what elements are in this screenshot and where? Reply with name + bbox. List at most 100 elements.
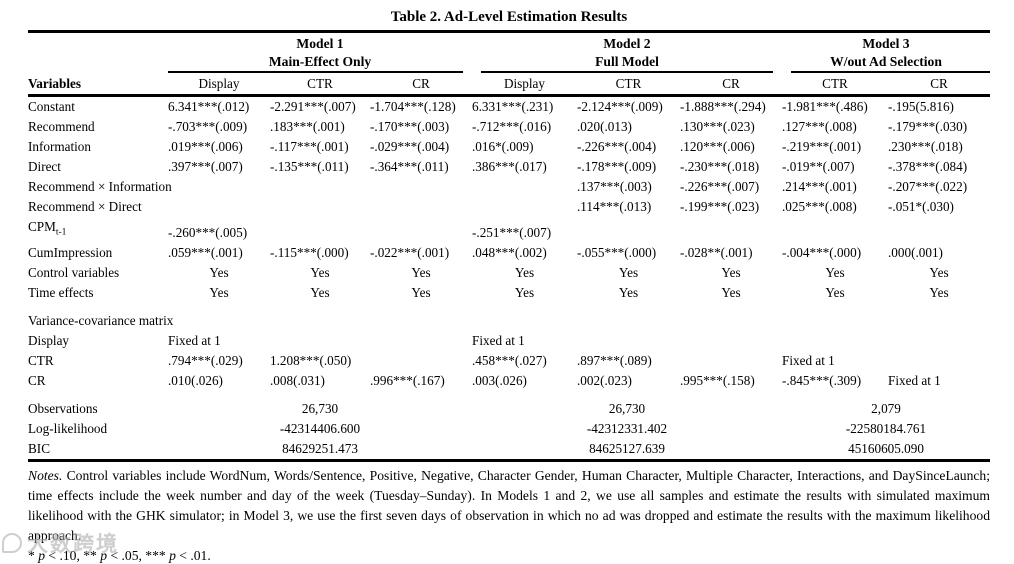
table-row: Log-likelihood -42314406.600 -42312331.402… bbox=[28, 419, 990, 439]
table-cell: -2.124***(.009) bbox=[577, 99, 663, 114]
empty-corner-cell bbox=[28, 32, 168, 54]
sig-text: < .05, *** bbox=[107, 547, 170, 563]
table-cell: 26,730 bbox=[301, 400, 339, 416]
table-cell: .002(.023) bbox=[577, 372, 632, 388]
table-cell bbox=[270, 177, 370, 197]
column-header-row: Variables Display CTR CR Display CTR CR … bbox=[28, 73, 991, 97]
table-cell: .214***(.001) bbox=[782, 179, 857, 194]
table-cell bbox=[888, 351, 990, 371]
model2-name: Model 2 bbox=[603, 36, 651, 51]
table-cell: -.260***(.005) bbox=[168, 224, 248, 240]
table-cell: .137***(.003) bbox=[577, 179, 652, 194]
table-cell: Yes bbox=[209, 264, 229, 280]
table-cell: Yes bbox=[209, 284, 229, 300]
table-cell: .120***(.006) bbox=[680, 139, 755, 154]
table-cell: Fixed at 1 bbox=[168, 332, 221, 348]
row-label: Information bbox=[28, 139, 91, 154]
table-cell: -.378***(.084) bbox=[888, 159, 968, 174]
table-cell: -.028**(.001) bbox=[680, 244, 753, 260]
table-cell: Yes bbox=[825, 264, 845, 280]
table-cell: 26,730 bbox=[608, 400, 646, 416]
row-label: Recommend × Direct bbox=[28, 199, 142, 214]
table-cell: .130***(.023) bbox=[680, 119, 755, 134]
table-cell bbox=[782, 331, 888, 351]
model-name-row: Model 1 Model 2 Model 3 bbox=[28, 32, 990, 54]
table-cell bbox=[680, 331, 782, 351]
row-label: Display bbox=[28, 332, 70, 348]
table-cell: -.230***(.018) bbox=[680, 159, 760, 174]
table-row: Observations 26,730 26,730 2,079 bbox=[28, 391, 990, 419]
table-cell: -1.888***(.294) bbox=[680, 99, 766, 114]
table-row: CumImpression .059***(.001) -.115***(.000)… bbox=[28, 243, 990, 263]
table-cell: Yes bbox=[929, 284, 949, 300]
row-label: Time effects bbox=[28, 284, 94, 300]
table-cell: -.170***(.003) bbox=[370, 119, 450, 134]
table-cell: -.226***(.004) bbox=[577, 139, 657, 154]
table-cell: 6.341***(.012) bbox=[168, 99, 250, 114]
table-title: Table 2. Ad-Level Estimation Results bbox=[390, 9, 628, 25]
sig-text: < .01. bbox=[175, 547, 211, 563]
table-cell: .016*(.009) bbox=[472, 139, 534, 154]
row-label: Constant bbox=[28, 99, 75, 114]
table-cell bbox=[168, 177, 270, 197]
table-cell: -.219***(.001) bbox=[782, 139, 862, 154]
table-cell: .458***(.027) bbox=[472, 352, 547, 368]
table-cell: Fixed at 1 bbox=[888, 372, 941, 388]
table-cell: -1.981***(.486) bbox=[782, 99, 868, 114]
estimation-table: Model 1 Model 2 Model 3 Main-Effect Only… bbox=[28, 30, 991, 462]
model3-cr-header: CR bbox=[888, 73, 991, 97]
model1-name: Model 1 bbox=[296, 36, 344, 51]
table-cell: Yes bbox=[618, 284, 639, 300]
table-cell: .020(.013) bbox=[577, 119, 632, 134]
table-cell: -.135***(.011) bbox=[270, 159, 349, 174]
table-cell: -42312331.402 bbox=[586, 420, 668, 436]
sig-text: < .10, ** bbox=[45, 547, 101, 563]
table-cell: Yes bbox=[825, 284, 845, 300]
table-cell: Yes bbox=[721, 264, 741, 280]
model2-subtitle: Full Model bbox=[472, 53, 782, 73]
table-cell: .025***(.008) bbox=[782, 199, 857, 214]
table-row: Recommend × Direct .114***(.013) -.199***(… bbox=[28, 197, 990, 217]
table-cell: -.207***(.022) bbox=[888, 179, 968, 194]
section-header: Variance-covariance matrix bbox=[28, 312, 174, 328]
table-cell: 84629251.473 bbox=[282, 440, 358, 456]
table-cell: -.226***(.007) bbox=[680, 179, 760, 194]
table-cell: .183***(.001) bbox=[270, 119, 345, 134]
table-cell bbox=[370, 177, 472, 197]
table-cell: .995***(.158) bbox=[680, 372, 755, 388]
table-cell bbox=[472, 177, 577, 197]
table-cell: -.845***(.309) bbox=[782, 372, 862, 388]
table-row: Direct .397***(.007) -.135***(.011) -.364**… bbox=[28, 157, 990, 177]
model2-ctr-header: CTR bbox=[577, 73, 680, 97]
significance-note: * p < .10, ** p < .05, *** p < .01. bbox=[28, 546, 990, 564]
sig-p: p bbox=[100, 547, 108, 563]
row-label: CTR bbox=[28, 352, 54, 368]
table-row: Variance-covariance matrix bbox=[28, 303, 990, 331]
table-cell bbox=[370, 217, 472, 243]
row-label: Recommend × Information bbox=[28, 179, 172, 194]
model1-subtitle: Main-Effect Only bbox=[168, 53, 472, 73]
table-cell: .059***(.001) bbox=[168, 244, 243, 260]
table-cell: -.179***(.030) bbox=[888, 119, 968, 134]
table-cell: Yes bbox=[411, 284, 431, 300]
table-cell bbox=[270, 217, 370, 243]
table-cell bbox=[270, 197, 370, 217]
table-cell: .897***(.089) bbox=[577, 352, 652, 368]
table-cell: .230***(.018) bbox=[888, 139, 963, 154]
model1-display-header: Display bbox=[168, 73, 270, 97]
table-cell: Yes bbox=[310, 264, 330, 280]
table-cell: 84625127.639 bbox=[589, 440, 665, 456]
table-cell: -.364***(.011) bbox=[370, 159, 449, 174]
table-row: Constant 6.341***(.012) -2.291***(.007) -1.… bbox=[28, 96, 990, 118]
table-cell: 45160605.090 bbox=[848, 440, 924, 456]
sig-p: p bbox=[38, 547, 45, 563]
table-cell: 1.208***(.050) bbox=[270, 352, 352, 368]
table-row: BIC 84629251.473 84625127.639 45160605.090 bbox=[28, 439, 990, 461]
row-label: Observations bbox=[28, 400, 98, 416]
table-cell bbox=[782, 217, 888, 243]
model3-ctr-header: CTR bbox=[782, 73, 888, 97]
table-cell: Yes bbox=[721, 284, 741, 300]
table-cell bbox=[370, 331, 472, 351]
table-cell: Yes bbox=[514, 264, 535, 280]
table-cell bbox=[680, 217, 782, 243]
